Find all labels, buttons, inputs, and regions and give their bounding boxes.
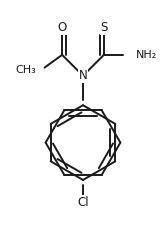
Text: NH₂: NH₂ [136,50,158,60]
Text: CH₃: CH₃ [16,65,37,75]
Text: Cl: Cl [77,196,89,208]
Text: O: O [57,21,67,34]
Text: N: N [79,69,87,82]
Text: S: S [100,21,108,34]
